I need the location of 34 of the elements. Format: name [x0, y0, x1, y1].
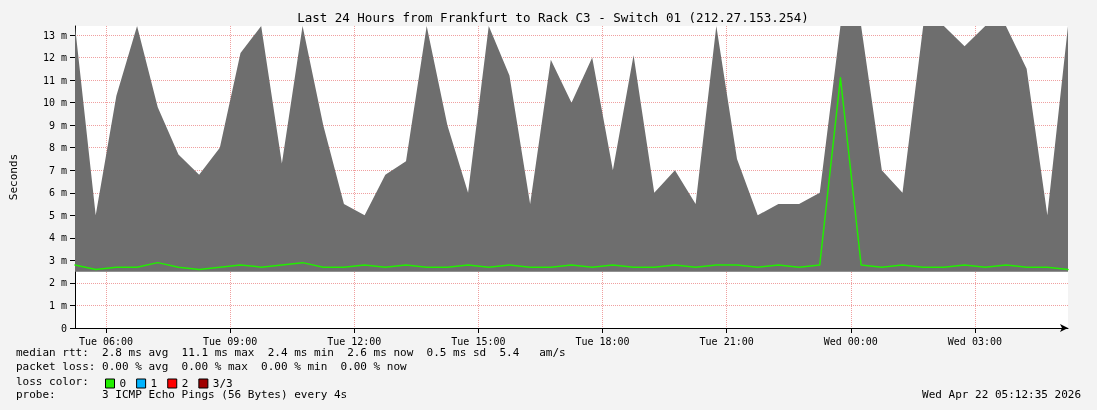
y-tick-label: 6 m	[48, 187, 67, 199]
x-tick-label: Tue 15:00	[451, 335, 506, 347]
y-tick-label: 1 m	[48, 299, 67, 311]
legend-title: loss color:	[16, 375, 89, 388]
x-tick-label: Tue 06:00	[78, 335, 134, 347]
y-tick-label: 8 m	[48, 142, 67, 154]
y-tick-label: 2 m	[48, 277, 67, 289]
legend-label: 0	[119, 377, 127, 390]
text: median rtt: 2.8 ms avg 11.1 ms max 2.4 ms min 2.6 ms now 0.5 ms sd 5.4 am/s	[16, 346, 566, 359]
x-tick-label: Wed 00:00	[823, 335, 878, 347]
y-tick-label: 3 m	[48, 254, 67, 266]
legend-label: 2	[181, 377, 189, 390]
y-tick-label: 10 m	[42, 97, 67, 109]
legend-label: 1	[150, 377, 158, 390]
y-tick-label: 5 m	[48, 209, 67, 221]
text: probe: 3 ICMP Echo Pings (56 Bytes) every 4s	[16, 388, 348, 401]
text: Wed Apr 22 05:12:35 2026	[922, 388, 1082, 401]
y-tick-label: 13 m	[42, 29, 67, 41]
y-tick-label: 4 m	[48, 232, 67, 244]
y-tick-label: 7 m	[48, 164, 67, 176]
x-tick-label: Wed 03:00	[947, 335, 1002, 347]
line-series	[74, 77, 1069, 271]
x-tick-label: Tue 09:00	[203, 335, 258, 347]
chart-title: Last 24 Hours from Frankfurt to Rack C3 - Switch 01 (212.27.153.254)	[297, 10, 809, 25]
x-tick-label: Tue 21:00	[699, 335, 754, 347]
y-tick-label: 12 m	[42, 52, 67, 64]
legend-label: 3/3	[212, 377, 233, 390]
x-tick-label: Tue 12:00	[327, 335, 382, 347]
text: packet loss: 0.00 % avg 0.00 % max 0.00 % min 0.00 % now	[16, 360, 408, 373]
y-tick-label: 0	[60, 322, 67, 334]
y-tick-label: 9 m	[48, 119, 67, 131]
y-tick-label: 11 m	[42, 74, 67, 86]
x-tick-label: Tue 18:00	[575, 335, 630, 347]
y-axis-title: Seconds	[7, 153, 20, 201]
